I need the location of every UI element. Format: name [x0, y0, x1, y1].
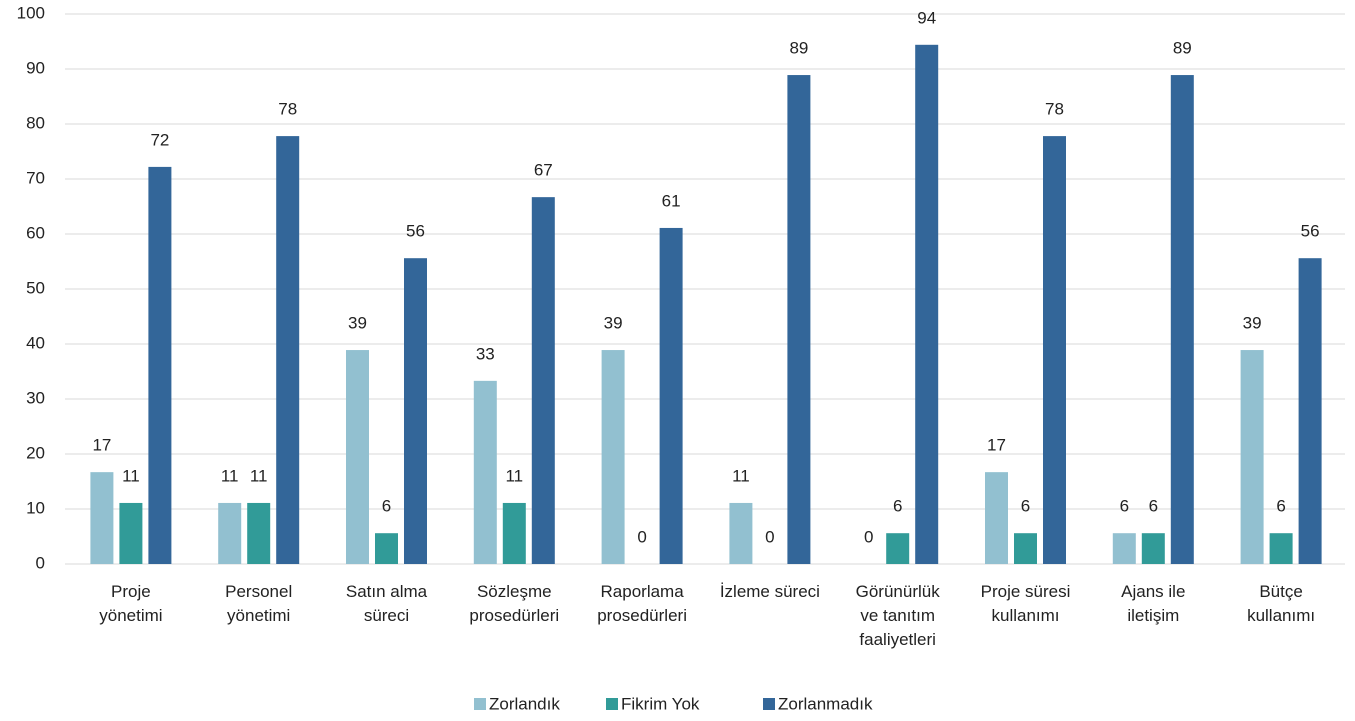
- bar: [659, 227, 683, 564]
- bar: [247, 502, 271, 564]
- data-label: 0: [765, 527, 774, 546]
- data-label: 39: [604, 314, 623, 333]
- data-label: 39: [348, 314, 367, 333]
- bar: [1269, 533, 1293, 564]
- legend-swatch: [606, 698, 618, 710]
- y-tick-label: 0: [36, 553, 45, 572]
- legend-label: Zorlanmadık: [778, 694, 873, 713]
- y-tick-label: 10: [26, 498, 45, 517]
- data-label: 78: [1045, 100, 1064, 119]
- data-label: 11: [505, 466, 523, 485]
- y-tick-label: 90: [26, 58, 45, 77]
- bar: [601, 350, 625, 564]
- bar: [375, 533, 398, 564]
- data-label: 17: [987, 436, 1006, 455]
- bar: [1298, 258, 1322, 564]
- data-label: 94: [917, 8, 936, 27]
- bar: [90, 472, 114, 564]
- data-label: 89: [789, 39, 808, 58]
- bar: [502, 502, 526, 564]
- data-label: 56: [1301, 222, 1320, 241]
- data-label: 39: [1243, 314, 1262, 333]
- y-tick-label: 70: [26, 168, 45, 187]
- y-tick-label: 40: [26, 333, 45, 352]
- bar: [985, 472, 1008, 564]
- data-label: 17: [92, 436, 111, 455]
- y-tick-label: 100: [17, 3, 45, 22]
- y-tick-label: 60: [26, 223, 45, 242]
- data-label: 11: [122, 466, 140, 485]
- y-tick-label: 20: [26, 443, 45, 462]
- data-label: 6: [1276, 497, 1285, 516]
- x-tick-label: Ajans ile iletişim: [1121, 582, 1186, 625]
- x-tick-label: İzleme süreci: [719, 582, 820, 601]
- data-label: 0: [637, 527, 646, 546]
- bar: [531, 197, 555, 564]
- bar: [473, 380, 497, 564]
- data-label: 67: [534, 161, 553, 180]
- data-label: 78: [278, 100, 297, 119]
- data-label: 33: [476, 344, 495, 363]
- y-tick-label: 30: [26, 388, 45, 407]
- x-tick-label: Satın alma süreci: [345, 582, 428, 625]
- bar: [218, 502, 242, 564]
- y-tick-label: 50: [26, 278, 45, 297]
- data-label: 11: [221, 466, 239, 485]
- bar: [276, 136, 300, 564]
- bar: [787, 75, 811, 565]
- bar: [119, 502, 143, 564]
- data-label: 11: [250, 466, 268, 485]
- x-tick-label: Bütçe kullanımı: [1247, 582, 1316, 625]
- x-tick-label: Raporlama prosedürleri: [597, 582, 687, 625]
- bar: [1240, 350, 1264, 564]
- legend-swatch: [763, 698, 775, 710]
- bar: [1014, 533, 1037, 564]
- bar: [729, 502, 753, 564]
- bar: [346, 350, 369, 564]
- data-label: 6: [1021, 497, 1030, 516]
- x-tick-label: Proje süresi kullanımı: [980, 582, 1071, 625]
- data-label: 72: [150, 130, 169, 149]
- bar: [148, 166, 172, 564]
- data-label: 6: [1120, 497, 1129, 516]
- data-label: 0: [864, 527, 873, 546]
- bar: [886, 533, 910, 564]
- bar: [1141, 533, 1165, 564]
- legend-label: Zorlandık: [489, 694, 560, 713]
- bar: [1043, 136, 1066, 564]
- bar: [404, 258, 427, 564]
- data-label: 6: [382, 497, 391, 516]
- data-label: 56: [406, 222, 425, 241]
- data-label: 11: [732, 466, 750, 485]
- data-label: 6: [1149, 497, 1158, 516]
- legend-label: Fikrim Yok: [621, 694, 700, 713]
- y-tick-label: 80: [26, 113, 45, 132]
- data-label: 6: [893, 497, 902, 516]
- legend-swatch: [474, 698, 486, 710]
- bar: [1170, 75, 1194, 565]
- x-tick-label: Sözleşme prosedürleri: [469, 582, 560, 625]
- x-tick-label: Proje yönetimi: [99, 582, 163, 625]
- bar: [915, 44, 939, 565]
- x-tick-label: Personel yönetimi: [225, 582, 293, 625]
- data-label: 61: [662, 191, 681, 210]
- bar: [1112, 533, 1136, 564]
- data-label: 89: [1173, 39, 1192, 58]
- x-tick-label: Görünürlük ve tanıtım faaliyetleri: [855, 582, 940, 649]
